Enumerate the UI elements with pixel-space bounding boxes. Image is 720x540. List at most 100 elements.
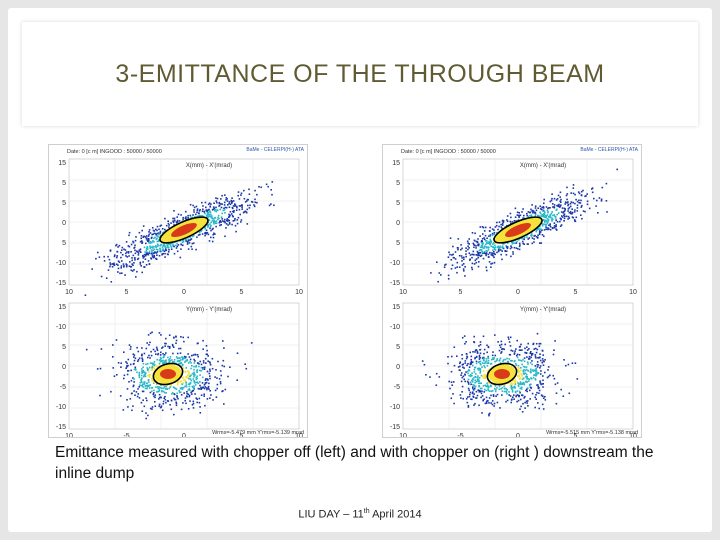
beam-particle xyxy=(174,244,177,247)
beam-particle xyxy=(155,379,158,381)
beam-particle xyxy=(523,373,525,375)
beam-particle xyxy=(171,343,174,346)
beam-particle xyxy=(560,198,562,201)
beam-particle xyxy=(490,245,492,248)
beam-particle xyxy=(525,375,527,378)
beam-particle xyxy=(191,404,194,406)
beam-particle xyxy=(520,369,522,371)
beam-particle xyxy=(161,253,164,255)
beam-particle xyxy=(456,261,459,264)
beam-particle xyxy=(505,250,508,252)
beam-particle xyxy=(172,346,175,348)
beam-particle xyxy=(514,381,517,384)
beam-particle xyxy=(487,388,489,390)
beam-particle xyxy=(534,370,537,373)
beam-particle xyxy=(221,212,223,215)
beam-particle xyxy=(518,370,520,373)
beam-particle xyxy=(506,242,509,244)
beam-particle xyxy=(464,342,466,345)
beam-particle xyxy=(461,364,464,366)
beam-particle xyxy=(494,360,496,363)
beam-particle xyxy=(552,374,554,377)
beam-particle xyxy=(544,211,546,214)
beam-particle xyxy=(230,213,233,215)
beam-particle xyxy=(510,246,513,249)
beam-particle xyxy=(145,237,148,240)
beam-particle xyxy=(518,390,521,393)
beam-particle xyxy=(187,216,189,219)
beam-particle xyxy=(535,230,538,233)
beam-particle xyxy=(553,225,556,227)
beam-particle xyxy=(487,400,489,402)
beam-particle xyxy=(211,367,214,370)
beam-particle xyxy=(169,346,171,348)
beam-particle xyxy=(474,379,476,382)
beam-particle xyxy=(527,243,529,245)
beam-particle xyxy=(223,403,225,405)
beam-particle xyxy=(600,200,603,202)
beam-particle xyxy=(477,378,480,381)
beam-particle xyxy=(522,402,524,405)
beam-particle xyxy=(526,390,528,393)
beam-particle xyxy=(467,372,469,375)
beam-particle xyxy=(543,213,546,216)
beam-particle xyxy=(559,191,562,194)
beam-particle xyxy=(474,381,476,384)
beam-particle xyxy=(198,214,201,217)
beam-particle xyxy=(163,231,165,233)
beam-particle xyxy=(167,246,170,249)
beam-particle xyxy=(140,240,143,242)
beam-particle xyxy=(198,397,201,400)
beam-particle xyxy=(536,361,539,363)
beam-particle xyxy=(515,348,517,350)
beam-particle xyxy=(449,237,452,239)
footer-suffix: April 2014 xyxy=(369,508,422,521)
beam-particle xyxy=(488,390,491,392)
beam-particle xyxy=(501,348,503,351)
beam-particle xyxy=(156,358,158,361)
beam-particle xyxy=(224,206,227,209)
beam-particle xyxy=(152,252,155,255)
beam-particle xyxy=(460,244,462,246)
beam-particle xyxy=(203,384,206,386)
beam-particle xyxy=(544,395,546,398)
beam-particle xyxy=(200,370,202,372)
beam-particle xyxy=(192,389,194,392)
beam-particle xyxy=(162,353,164,355)
beam-particle xyxy=(513,398,515,400)
beam-particle xyxy=(213,232,215,235)
beam-particle xyxy=(125,252,127,255)
beam-particle xyxy=(220,216,223,218)
beam-particle xyxy=(223,204,226,206)
beam-particle xyxy=(162,400,165,403)
beam-particle xyxy=(133,257,136,259)
beam-particle xyxy=(150,237,153,240)
beam-particle xyxy=(166,253,169,255)
beam-particle xyxy=(152,245,154,248)
beam-particle xyxy=(196,208,199,210)
beam-particle xyxy=(224,194,226,196)
beam-particle xyxy=(233,219,236,222)
beam-particle xyxy=(159,359,162,361)
beam-particle xyxy=(231,202,233,204)
beam-particle xyxy=(172,386,175,388)
beam-particle xyxy=(538,228,540,230)
beam-particle xyxy=(477,252,479,254)
beam-particle xyxy=(512,386,514,389)
beam-particle xyxy=(480,396,482,399)
beam-particle xyxy=(159,230,162,233)
beam-particle xyxy=(165,392,167,394)
beam-particle xyxy=(163,243,165,246)
beam-particle xyxy=(103,260,106,262)
beam-particle xyxy=(475,356,478,358)
beam-particle xyxy=(547,366,550,368)
beam-particle xyxy=(475,245,477,247)
beam-particle xyxy=(173,397,175,400)
beam-particle xyxy=(177,362,180,365)
beam-particle xyxy=(461,376,464,379)
beam-particle xyxy=(481,246,483,248)
beam-particle xyxy=(521,411,524,413)
beam-particle xyxy=(151,387,153,389)
beam-particle xyxy=(182,244,184,247)
beam-particle xyxy=(517,385,520,387)
